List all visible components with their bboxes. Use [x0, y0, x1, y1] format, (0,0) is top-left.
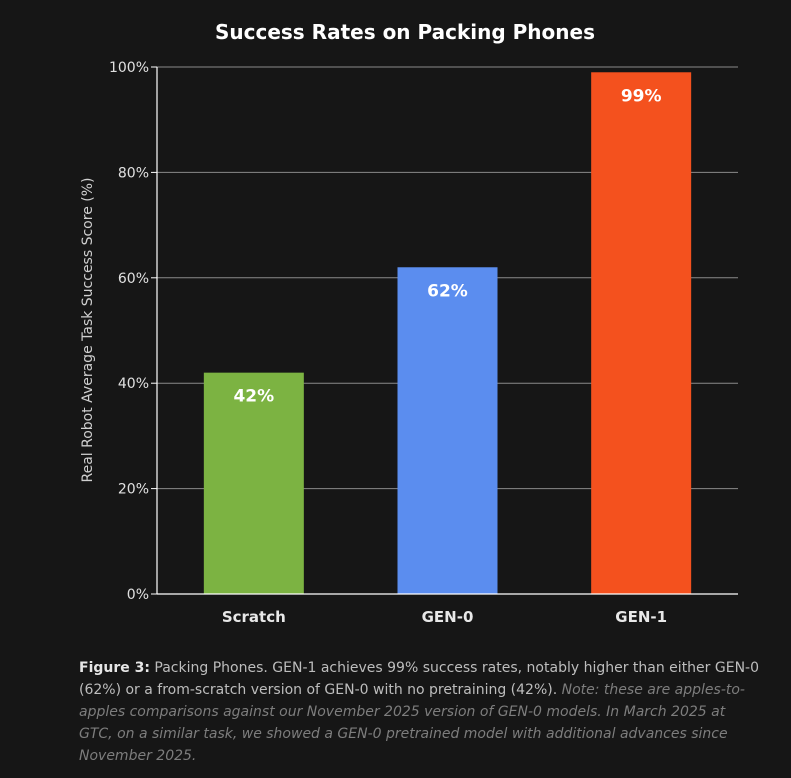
- x-axis-categories: Scratch GEN-0 GEN-1: [222, 608, 667, 626]
- x-category-label: GEN-0: [422, 608, 474, 626]
- y-tick-label: 0%: [127, 587, 149, 603]
- y-tick-label: 40%: [118, 376, 149, 392]
- y-tick-label: 60%: [118, 271, 149, 287]
- bar-value-label: 62%: [427, 281, 468, 301]
- bar-chart: Success Rates on Packing Phones 0% 20% 40%…: [80, 20, 738, 626]
- caption-text: Packing Phones. GEN-1 achieves 99% succe…: [79, 660, 759, 698]
- bar-value-label: 99%: [621, 86, 662, 106]
- bar-scratch: [203, 372, 304, 594]
- bar-value-label: 42%: [233, 387, 274, 407]
- bar-gen-0: [397, 267, 498, 594]
- y-axis-ticks: 0% 20% 40% 60% 80% 100%: [109, 60, 157, 603]
- caption-note: Note: these are apples-to-apples compari…: [79, 682, 745, 764]
- figure-label: Figure 3:: [79, 660, 150, 676]
- chart-title: Success Rates on Packing Phones: [215, 20, 595, 44]
- figure-caption: Figure 3: Packing Phones. GEN-1 achieves…: [79, 657, 759, 767]
- x-category-label: GEN-1: [615, 608, 667, 626]
- y-tick-label: 20%: [118, 482, 149, 498]
- bar-labels: 42% 62% 99%: [233, 86, 661, 406]
- bars: [203, 72, 692, 594]
- y-tick-label: 100%: [109, 60, 149, 76]
- y-axis-label: Real Robot Average Task Success Score (%…: [80, 178, 96, 483]
- bar-gen-1: [591, 72, 692, 594]
- y-tick-label: 80%: [118, 165, 149, 181]
- x-category-label: Scratch: [222, 608, 286, 626]
